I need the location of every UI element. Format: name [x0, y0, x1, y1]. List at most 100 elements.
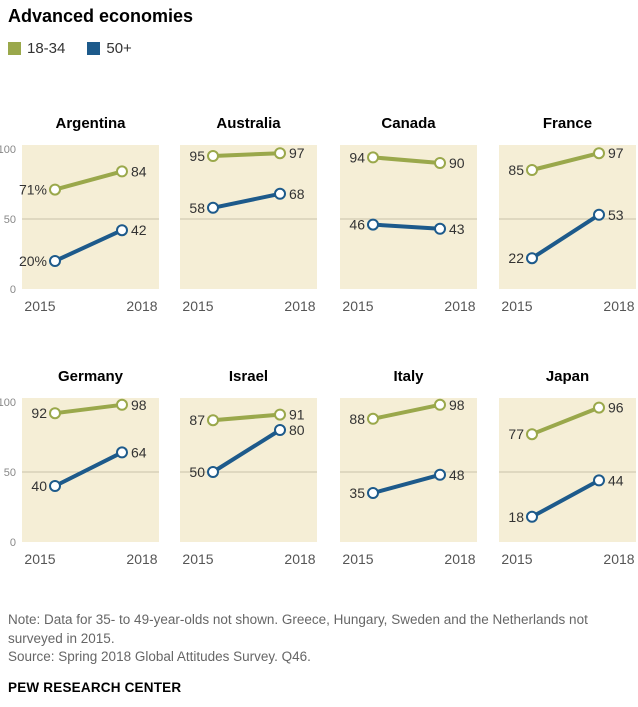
x-tick-label: 2018: [284, 551, 315, 567]
data-label: 80: [289, 422, 305, 438]
data-label: 22: [508, 250, 524, 266]
data-label: 98: [131, 397, 147, 413]
data-point: [207, 201, 219, 214]
panel-australia: Australia 2015 2018 95 97 58 68: [180, 115, 317, 314]
series-line: [53, 169, 124, 192]
x-tick-label: 2015: [24, 298, 55, 314]
data-point: [274, 424, 286, 436]
panel-argentina: Argentina 100 50 0 2015 2018 71% 84 20% 42: [0, 115, 159, 314]
data-point: [434, 222, 446, 235]
data-label: 90: [449, 155, 465, 171]
credit-text: PEW RESEARCH CENTER: [8, 680, 182, 695]
data-label: 42: [131, 222, 147, 238]
data-label: 44: [608, 472, 624, 488]
data-label: 18: [508, 509, 524, 525]
series-line: [211, 191, 282, 210]
series-line: [53, 450, 124, 488]
panel-background: [340, 398, 477, 542]
data-label: 53: [608, 207, 624, 223]
panel-title: Italy: [393, 368, 424, 385]
legend-label-old: 50+: [106, 40, 132, 57]
x-tick-label: 2018: [284, 298, 315, 314]
series-line: [371, 472, 442, 495]
data-point: [526, 510, 538, 523]
panel-title: Argentina: [55, 115, 126, 132]
data-point: [526, 164, 538, 176]
data-point: [274, 147, 286, 160]
panel-background: [340, 145, 477, 289]
data-label: 77: [508, 426, 524, 442]
data-label: 43: [449, 221, 465, 237]
data-label: 71%: [19, 182, 47, 198]
data-point: [207, 466, 219, 478]
panel-germany: Germany 100 50 0 2015 2018 92 98 40 64: [0, 368, 159, 567]
series-line: [530, 212, 601, 261]
data-point: [116, 398, 128, 411]
legend: 18-34 50+: [8, 40, 154, 57]
data-point: [434, 157, 446, 169]
legend-swatch-young: [8, 42, 21, 55]
data-point: [593, 474, 605, 487]
x-tick-label: 2015: [342, 298, 373, 314]
panel-title: Germany: [58, 368, 124, 385]
data-point: [49, 255, 61, 267]
data-label: 98: [449, 397, 465, 413]
x-tick-label: 2015: [182, 298, 213, 314]
data-label: 20%: [19, 253, 47, 269]
panel-background: [180, 145, 317, 289]
data-point: [526, 428, 538, 441]
x-tick-label: 2018: [126, 551, 157, 567]
data-label: 94: [349, 149, 365, 165]
panel-israel: Israel 2015 2018 87 91 50 80: [180, 368, 317, 567]
legend-item-old: 50+: [87, 40, 132, 57]
data-point: [116, 224, 128, 237]
data-point: [593, 401, 605, 414]
series-line: [211, 412, 282, 423]
chart-title: Advanced economies: [8, 6, 194, 26]
data-point: [593, 147, 605, 160]
x-tick-label: 2018: [444, 298, 475, 314]
data-point: [274, 187, 286, 200]
source-text: Source: Spring 2018 Global Attitudes Sur…: [8, 649, 311, 664]
legend-item-young: 18-34: [8, 40, 65, 57]
data-label: 92: [31, 405, 47, 421]
legend-swatch-old: [87, 42, 101, 55]
panel-france: France 2015 2018 85 97 22 53: [499, 115, 636, 314]
data-label: 40: [31, 478, 47, 494]
panel-title: Israel: [229, 368, 268, 385]
data-label: 58: [189, 200, 205, 216]
panel-japan: Japan 2015 2018 77 96 18 44: [499, 368, 636, 567]
x-tick-label: 2018: [126, 298, 157, 314]
data-point: [367, 151, 379, 164]
data-point: [207, 150, 219, 162]
y-tick-label: 100: [0, 397, 16, 409]
data-label: 68: [289, 186, 305, 202]
data-label: 84: [131, 163, 147, 179]
data-label: 50: [189, 464, 205, 480]
x-tick-label: 2018: [603, 551, 634, 567]
data-label: 95: [189, 148, 205, 164]
series-line: [530, 151, 601, 172]
data-label: 85: [508, 162, 524, 178]
data-point: [434, 398, 446, 411]
series-line: [371, 222, 442, 231]
data-label: 97: [608, 145, 624, 161]
data-point: [49, 480, 61, 492]
x-tick-label: 2015: [501, 551, 532, 567]
series-line: [371, 155, 442, 165]
panel-background: [22, 145, 159, 289]
data-point: [49, 183, 61, 196]
x-tick-label: 2015: [182, 551, 213, 567]
data-point: [526, 252, 538, 265]
panel-title: Australia: [216, 115, 281, 132]
series-line: [211, 428, 282, 474]
panel-title: France: [543, 115, 592, 132]
data-point: [434, 468, 446, 481]
panel-title: Canada: [381, 115, 436, 132]
data-label: 46: [349, 217, 365, 233]
series-line: [53, 402, 124, 416]
series-line: [530, 478, 601, 519]
y-tick-label: 50: [4, 467, 16, 479]
x-tick-label: 2015: [342, 551, 373, 567]
data-point: [593, 208, 605, 221]
